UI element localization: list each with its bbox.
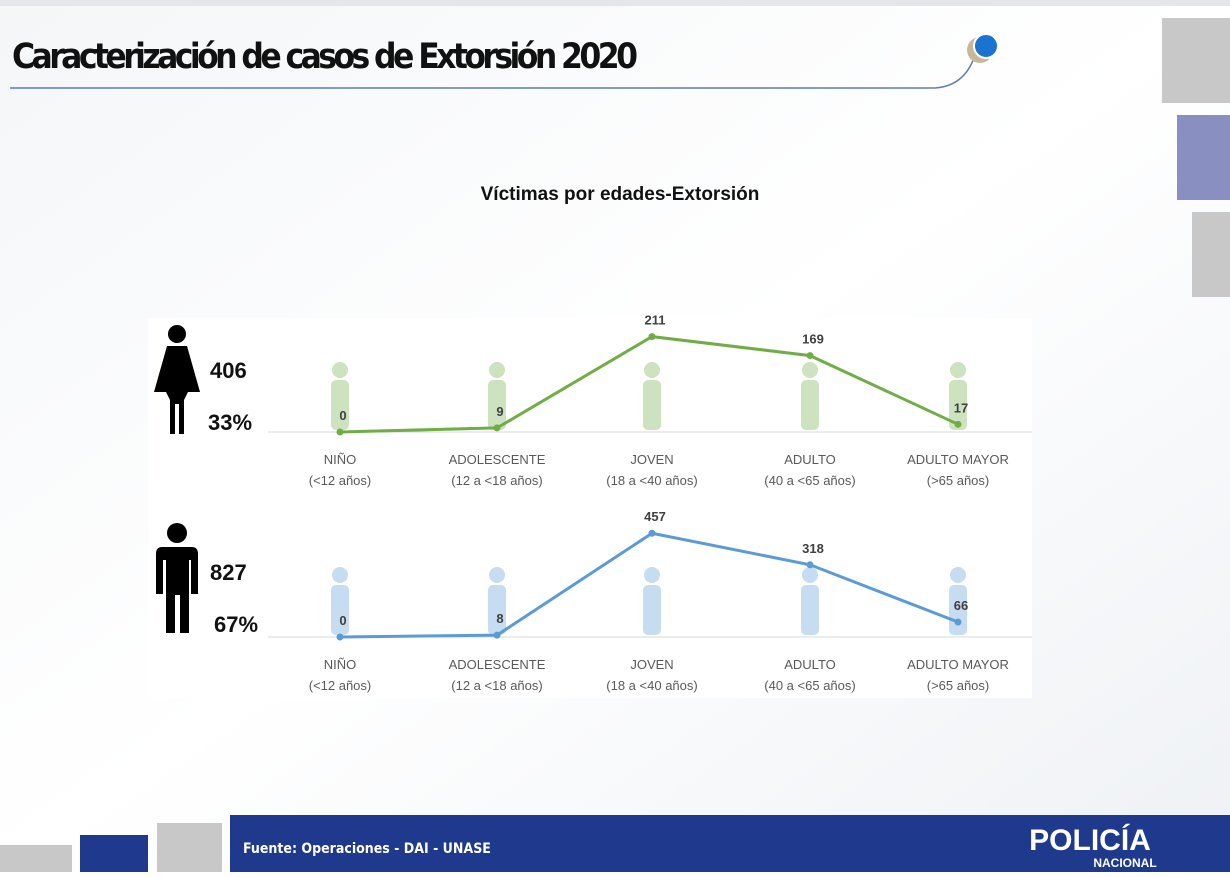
x-tick-sublabel: (12 a <18 años) [451,678,542,693]
data-label: 9 [496,404,503,419]
top-strip [0,0,1230,6]
data-label: 66 [954,598,968,613]
figure-head [950,362,966,378]
figure-head [332,362,348,378]
figure-head [489,362,505,378]
point [954,618,962,626]
figure-body [949,380,967,430]
figure-head [950,567,966,583]
chart-panel [148,318,1032,698]
point [806,561,814,569]
figure-body [801,380,819,430]
figure-body [801,585,819,635]
point [806,352,814,360]
x-tick-label: ADULTO MAYOR [907,657,1009,672]
x-tick-label: JOVEN [630,452,673,467]
figure-head [644,567,660,583]
x-tick-sublabel: (40 a <65 años) [764,473,855,488]
point [493,424,501,432]
figure-head [489,567,505,583]
x-tick-sublabel: (40 a <65 años) [764,678,855,693]
point [336,428,344,436]
total: 827 [210,560,247,585]
figure-body [331,585,349,635]
deco-square [0,845,72,872]
deco-square [157,823,222,872]
data-label: 0 [339,613,346,628]
data-label: 0 [339,408,346,423]
point [493,631,501,639]
data-label: 169 [802,332,824,347]
x-tick-sublabel: (18 a <40 años) [606,473,697,488]
figure-head [802,567,818,583]
x-tick-label: ADULTO [784,657,836,672]
logo-sub: NACIONAL [1093,856,1156,870]
x-tick-sublabel: (12 a <18 años) [451,473,542,488]
deco-square [1177,115,1230,200]
x-tick-label: ADOLESCENTE [449,452,546,467]
share: 67% [214,612,258,637]
data-label: 8 [496,611,503,626]
x-tick-label: NIÑO [324,657,357,672]
deco-square [1162,18,1230,103]
x-tick-sublabel: (18 a <40 años) [606,678,697,693]
x-tick-sublabel: (<12 años) [309,678,372,693]
data-label: 17 [954,400,968,415]
figure-body [643,380,661,430]
share: 33% [208,410,252,435]
chart-title: Víctimas por edades-Extorsión [481,184,760,205]
data-label: 318 [802,541,824,556]
figure-head [332,567,348,583]
logo: POLICÍA [1029,823,1151,857]
figure-body [488,380,506,430]
x-tick-label: ADULTO MAYOR [907,452,1009,467]
data-label: 211 [645,313,666,328]
x-tick-label: ADOLESCENTE [449,657,546,672]
deco-square [80,835,148,872]
figure-body [643,585,661,635]
x-tick-label: JOVEN [630,657,673,672]
point [336,633,344,641]
female-icon [154,325,200,434]
figure-head [802,362,818,378]
data-label: 457 [644,509,666,524]
x-tick-sublabel: (>65 años) [927,473,990,488]
x-tick-sublabel: (>65 años) [927,678,990,693]
point [954,420,962,428]
point [648,529,656,537]
dot [973,33,999,59]
figure-body [488,585,506,635]
point [648,333,656,341]
x-tick-label: NIÑO [324,452,357,467]
figure-body [949,585,967,635]
deco-square [1192,212,1230,297]
figure-body [331,380,349,430]
x-tick-sublabel: (<12 años) [309,473,372,488]
footer-source: Fuente: Operaciones - DAI - UNASE [243,841,491,857]
male-icon [156,523,198,633]
slide-title: Caracterización de casos de Extorsión 20… [12,37,637,77]
total: 406 [210,358,247,383]
footer-band [230,815,1230,872]
x-tick-label: ADULTO [784,452,836,467]
figure-head [644,362,660,378]
title-underline [10,54,976,89]
